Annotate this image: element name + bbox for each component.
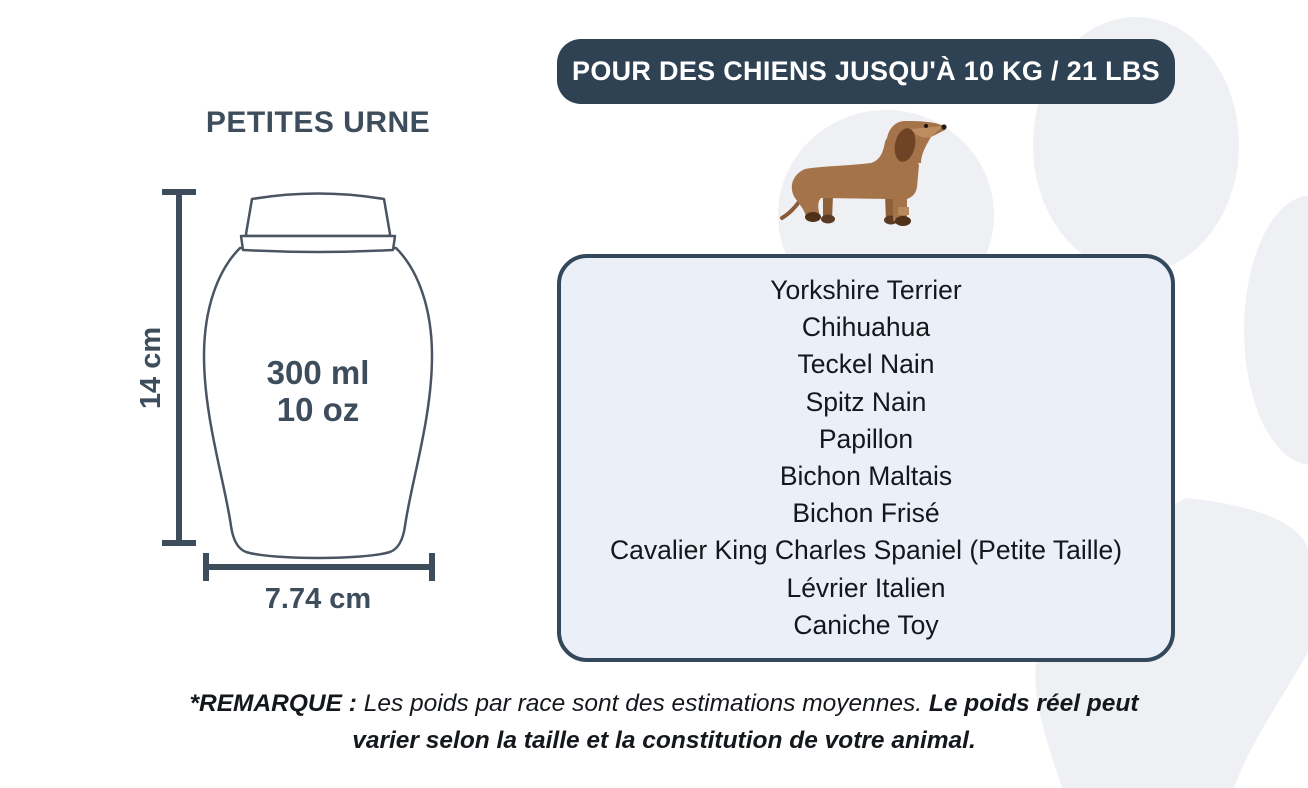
breed-list: Yorkshire Terrier Chihuahua Teckel Nain Spi… — [561, 272, 1171, 644]
remark-line-2: varier selon la taille et la constitutio… — [352, 727, 976, 754]
breeds-box: Yorkshire Terrier Chihuahua Teckel Nain Spi… — [557, 254, 1175, 662]
breed-item: Papillon — [818, 423, 914, 454]
height-dimension-cap-top — [162, 189, 196, 195]
dog-far-leg — [823, 195, 833, 220]
width-dimension-cap-left — [203, 553, 209, 581]
breed-item: Chihuahua — [801, 312, 931, 343]
urn-body-outline — [202, 246, 434, 560]
page-title: PETITES URNE — [205, 106, 431, 139]
urn-lid-outline — [244, 192, 392, 238]
remark-body: Les poids par race sont des estimations … — [363, 690, 929, 717]
weight-badge: POUR DES CHIENS JUSQU'À 10 KG / 21 LBS — [557, 39, 1175, 104]
height-dimension-cap-bottom — [162, 540, 196, 546]
breed-item: Yorkshire Terrier — [770, 274, 962, 305]
urn-collar-outline — [239, 234, 397, 254]
dachshund-icon — [780, 121, 947, 226]
breed-item: Spitz Nain — [805, 386, 927, 417]
height-dimension-line — [176, 191, 182, 544]
urn-volume-label: 300 ml 10 oz — [198, 354, 438, 428]
dog-far-leg — [885, 195, 895, 221]
breed-item: Bichon Frisé — [792, 498, 940, 529]
width-dimension-cap-right — [429, 553, 435, 581]
dog-ear — [894, 128, 916, 162]
dog-eye — [924, 124, 928, 128]
width-dimension-line — [206, 564, 432, 570]
height-dimension-label: 14 cm — [135, 326, 167, 410]
volume-ml: 300 ml — [266, 354, 370, 391]
urn-diagram — [202, 192, 434, 560]
dog-paw — [805, 212, 821, 222]
remark-line-1: *REMARQUE : Les poids par race sont des … — [149, 685, 1179, 722]
remark-bold-1: Le poids réel peut — [928, 690, 1139, 717]
breed-item: Caniche Toy — [793, 609, 939, 640]
breed-item: Teckel Nain — [797, 349, 935, 380]
breed-item: Bichon Maltais — [779, 461, 953, 491]
breed-item: Lévrier Italien — [786, 572, 946, 603]
dog-wrist-band — [898, 207, 909, 215]
volume-oz: 10 oz — [276, 391, 360, 428]
dog-muzzle — [911, 126, 943, 138]
dog-body — [791, 133, 919, 221]
breed-item: Cavalier King Charles Spaniel (Petite Ta… — [609, 535, 1123, 566]
width-dimension-label: 7.74 cm — [264, 583, 372, 615]
dog-paw — [895, 216, 911, 226]
paw-toe-shape — [1244, 195, 1308, 465]
remark-note: *REMARQUE : Les poids par race sont des … — [149, 685, 1179, 759]
dog-nose — [941, 124, 947, 130]
weight-badge-label: POUR DES CHIENS JUSQU'À 10 KG / 21 LBS — [572, 56, 1160, 86]
remark-prefix: *REMARQUE : — [189, 690, 364, 717]
